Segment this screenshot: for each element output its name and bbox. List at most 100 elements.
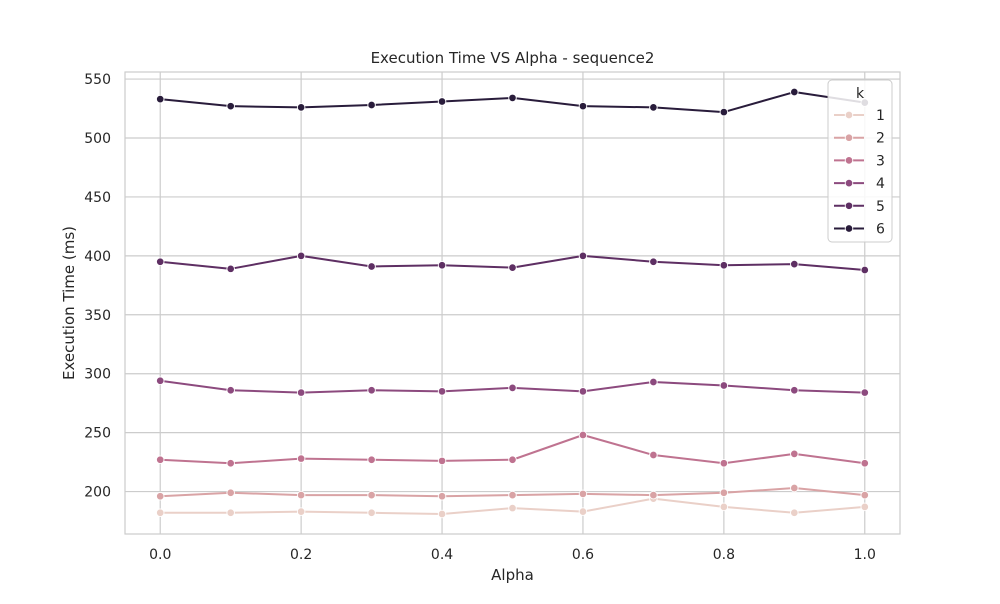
legend-label: 3 <box>876 153 885 169</box>
y-tick-label: 500 <box>84 131 111 147</box>
y-axis-title: Execution Time (ms) <box>60 226 78 380</box>
y-tick-label: 250 <box>84 426 111 442</box>
legend-item: 6 <box>834 222 885 238</box>
data-point <box>508 455 517 465</box>
x-tick-label: 0.0 <box>149 547 171 563</box>
data-point <box>790 385 799 395</box>
data-point <box>367 455 376 465</box>
data-point <box>296 490 306 500</box>
legend-label: 4 <box>876 176 885 192</box>
x-tick-label: 0.8 <box>713 547 735 563</box>
data-point <box>578 507 588 516</box>
legend-item: 2 <box>834 131 885 147</box>
x-tick-label: 0.6 <box>572 547 594 563</box>
data-point <box>649 490 658 500</box>
data-point <box>155 508 165 518</box>
data-point <box>367 385 376 395</box>
data-point <box>719 381 729 390</box>
data-point <box>155 257 165 267</box>
data-point <box>649 103 658 112</box>
legend: k 1 2 3 4 5 6 <box>827 79 893 243</box>
data-point <box>367 100 376 110</box>
legend-item: 4 <box>834 176 885 192</box>
data-point <box>719 502 729 512</box>
data-point <box>860 388 870 397</box>
data-point <box>508 490 517 500</box>
legend-label: 5 <box>876 199 885 215</box>
legend-swatch-marker <box>844 201 854 211</box>
series-4 <box>155 376 870 397</box>
legend-swatch-marker <box>844 110 854 120</box>
plot-area-frame <box>124 71 901 535</box>
data-point <box>296 507 306 516</box>
legend-label: 2 <box>876 131 885 147</box>
data-point <box>860 459 870 468</box>
data-point <box>790 259 799 269</box>
data-point <box>296 454 306 463</box>
data-point <box>508 93 517 103</box>
data-point <box>649 450 658 460</box>
data-point <box>578 489 588 499</box>
data-point <box>367 508 376 518</box>
data-point <box>226 101 235 111</box>
data-point <box>578 387 588 396</box>
y-tick-label: 350 <box>84 308 111 324</box>
axis-ticks: 0.0 0.2 0.4 0.6 0.8 1.0 200 250 300 350 400 450 500 5… <box>84 72 876 563</box>
y-tick-label: 200 <box>84 485 111 501</box>
data-point <box>226 488 235 498</box>
data-point <box>155 94 165 104</box>
data-point <box>437 509 447 519</box>
data-point <box>578 251 588 261</box>
x-tick-label: 0.2 <box>290 547 312 563</box>
legend-item: 3 <box>834 153 885 169</box>
x-axis-title: Alpha <box>491 566 534 584</box>
data-point <box>296 103 306 112</box>
data-point <box>790 87 799 97</box>
y-tick-label: 400 <box>84 249 111 265</box>
data-point <box>367 490 376 500</box>
data-point <box>508 503 517 513</box>
data-point <box>437 261 447 270</box>
data-point <box>226 264 235 274</box>
data-point <box>508 383 517 393</box>
data-point <box>790 449 799 459</box>
data-point <box>790 508 799 518</box>
data-point <box>437 492 447 501</box>
data-point <box>649 257 658 267</box>
data-point <box>719 261 729 270</box>
data-point <box>367 262 376 271</box>
data-point <box>578 101 588 111</box>
data-point <box>508 263 517 272</box>
legend-label: 6 <box>876 222 885 238</box>
data-point <box>155 492 165 501</box>
legend-swatch-marker <box>844 224 854 233</box>
data-point <box>226 459 235 468</box>
data-point <box>155 376 165 386</box>
data-point <box>860 265 870 275</box>
y-tick-label: 450 <box>84 190 111 206</box>
data-point <box>719 107 729 117</box>
data-point <box>437 387 447 396</box>
data-point <box>437 97 447 106</box>
data-point <box>860 490 870 500</box>
series-3 <box>155 430 870 468</box>
series-5 <box>155 251 870 275</box>
legend-item: 5 <box>834 199 885 215</box>
y-tick-label: 300 <box>84 367 111 383</box>
data-point <box>226 385 235 395</box>
chart-title: Execution Time VS Alpha - sequence2 <box>371 49 655 67</box>
y-tick-label: 550 <box>84 72 111 88</box>
grid-lines <box>125 72 900 534</box>
data-point <box>719 488 729 498</box>
data-point <box>296 251 306 261</box>
legend-items: 1 2 3 4 5 6 <box>834 108 885 238</box>
data-point <box>578 430 588 440</box>
x-tick-label: 1.0 <box>854 547 876 563</box>
legend-swatch-marker <box>844 178 854 188</box>
data-point <box>437 456 447 466</box>
data-point <box>860 502 870 512</box>
legend-swatch-marker <box>844 133 854 142</box>
data-point <box>649 377 658 387</box>
legend-swatch-marker <box>844 156 854 165</box>
